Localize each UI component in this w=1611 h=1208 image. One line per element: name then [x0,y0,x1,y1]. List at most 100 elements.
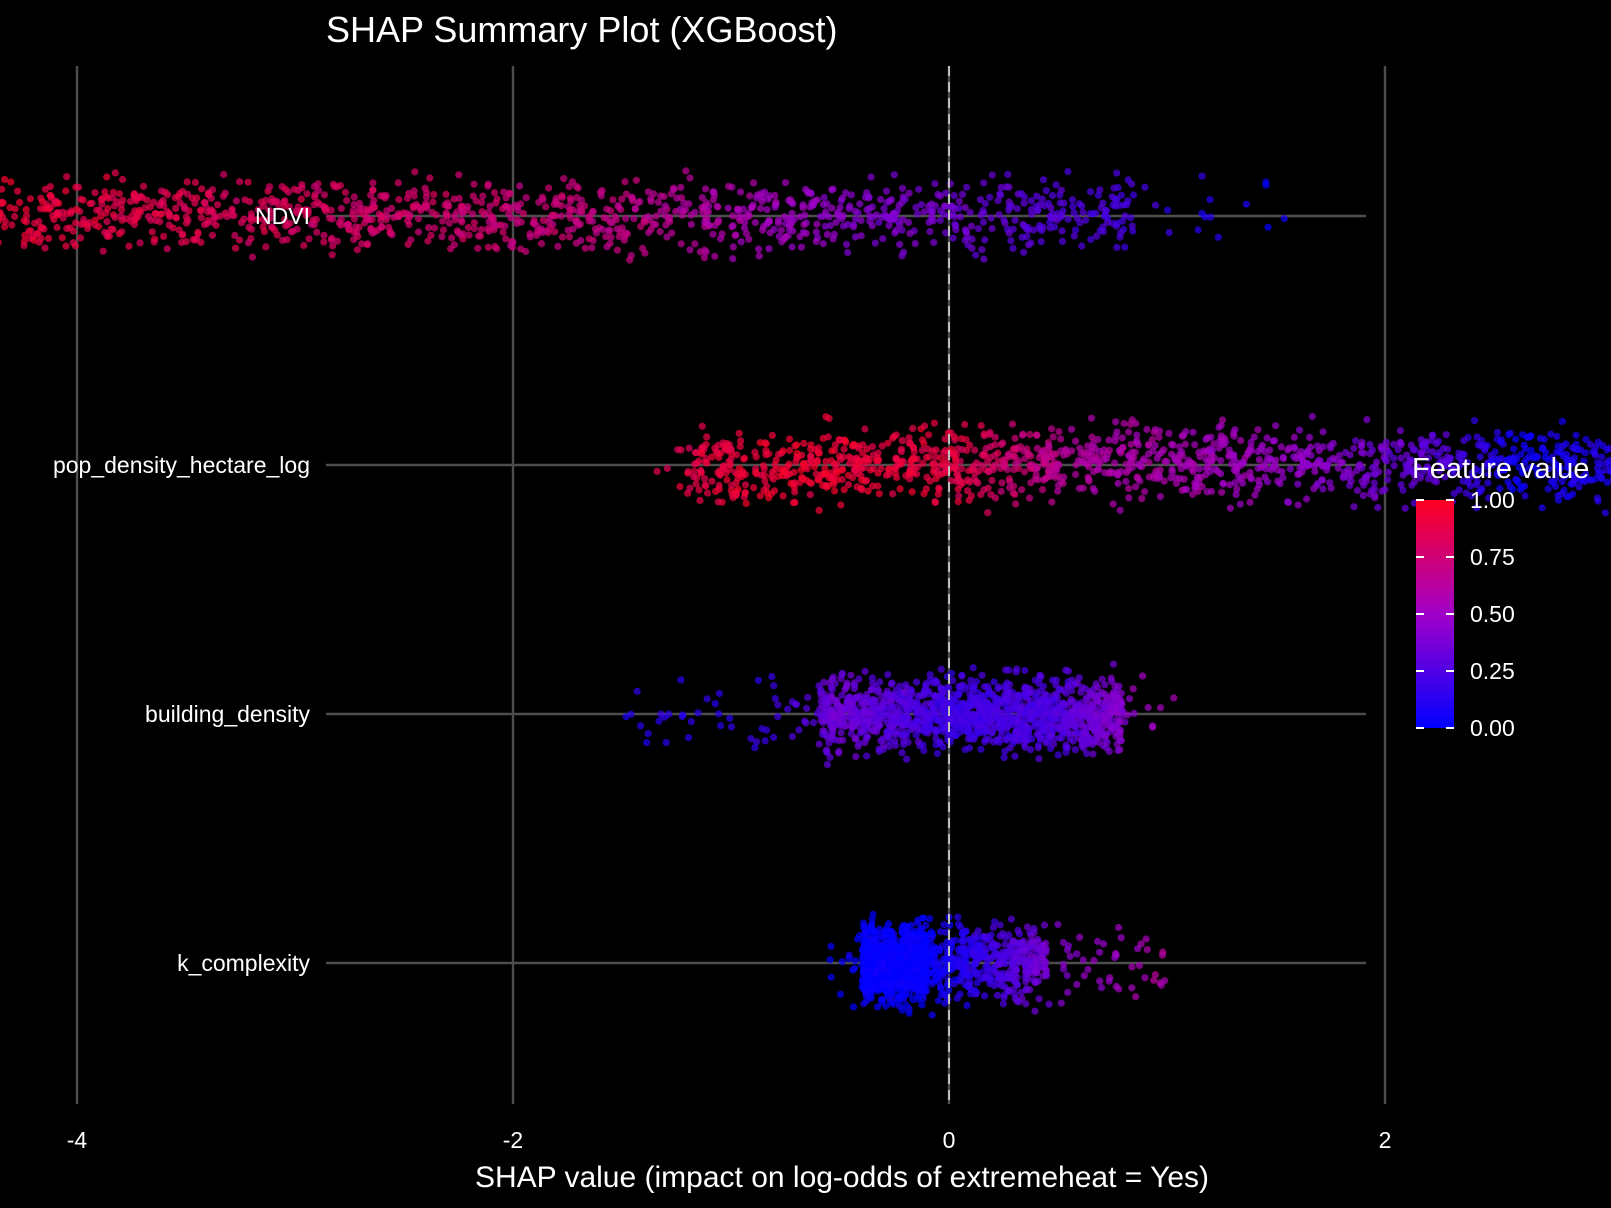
shap-point [1053,715,1061,724]
shap-point [464,203,472,211]
shap-point [421,184,429,192]
shap-point [909,424,917,432]
shap-point [928,208,937,216]
shap-point [703,459,711,467]
shap-point [1103,455,1111,463]
shap-point [915,185,923,193]
shap-point [1073,950,1081,958]
shap-point [589,208,597,216]
shap-point [945,717,953,725]
shap-point [679,711,687,719]
shap-point [1054,751,1062,759]
shap-point [685,734,693,742]
shap-point [988,463,997,471]
shap-point [1076,444,1084,452]
shap-point [558,192,566,200]
shap-point [702,214,710,222]
shap-point [478,198,486,207]
shap-point [800,460,808,469]
shap-point [1233,485,1241,493]
shap-point [972,251,980,259]
shap-point [1527,446,1535,455]
shap-point [1088,740,1096,749]
shap-point [1025,726,1033,734]
shap-point [470,180,478,188]
shap-point [831,736,839,744]
shap-point [1442,431,1450,439]
shap-point [931,180,939,188]
shap-point [104,204,112,213]
shap-point [717,722,725,730]
shap-point [589,217,597,225]
shap-point [771,203,779,211]
shap-point [118,206,126,214]
shap-point [819,200,828,209]
shap-point [702,248,710,256]
shap-point [788,209,796,217]
shap-point [621,178,629,186]
shap-point [734,485,742,493]
shap-point [327,236,335,244]
shap-point [905,720,913,728]
shap-point [701,475,709,483]
shap-point [350,193,358,201]
shap-point [422,193,430,201]
shap-point [804,189,812,197]
shap-point [1189,467,1197,475]
shap-point [1109,500,1117,508]
shap-point [1326,479,1334,487]
shap-point [653,467,661,475]
shap-point [708,477,716,485]
shap-point [1096,732,1104,740]
shap-point [135,206,143,214]
shap-point [1057,435,1065,443]
shap-point [955,703,963,711]
shap-point [1272,422,1280,430]
shap-point [677,183,685,191]
shap-point [1062,689,1070,697]
shap-point [77,220,85,228]
shap-point [118,228,126,236]
shap-point [803,704,811,713]
shap-point [920,713,928,721]
shap-point [1027,197,1035,205]
shap-point [898,437,906,445]
shap-point [50,215,58,224]
shap-point [809,201,817,209]
shap-point [507,214,515,222]
shap-point [632,176,641,184]
shap-point [1089,439,1097,447]
shap-point [1178,448,1186,456]
shap-point [896,485,904,493]
shap-point [807,441,815,449]
shap-point [825,739,833,747]
shap-point [1196,453,1204,461]
shap-point [647,195,655,203]
shap-point [813,457,822,466]
shap-point [862,698,870,706]
shap-point [926,671,934,679]
shap-point [951,464,959,472]
shap-point [1083,750,1091,758]
shap-point [791,700,800,708]
shap-point [110,202,119,210]
shap-point [1037,735,1045,743]
shap-point [913,470,921,478]
shap-point [592,229,601,237]
shap-point [1103,218,1112,226]
shap-point [79,196,87,204]
shap-point [932,475,940,483]
shap-point [732,231,740,239]
shap-point [1568,444,1577,452]
shap-point [810,719,818,727]
shap-point [373,226,382,234]
shap-point [1473,433,1481,441]
shap-point [932,735,940,743]
shap-point [1133,473,1141,481]
shap-point [1005,183,1013,191]
shap-point [782,179,790,187]
shap-point [1091,453,1099,461]
shap-point [931,498,939,507]
shap-point [1159,948,1167,956]
shap-point [954,485,962,493]
